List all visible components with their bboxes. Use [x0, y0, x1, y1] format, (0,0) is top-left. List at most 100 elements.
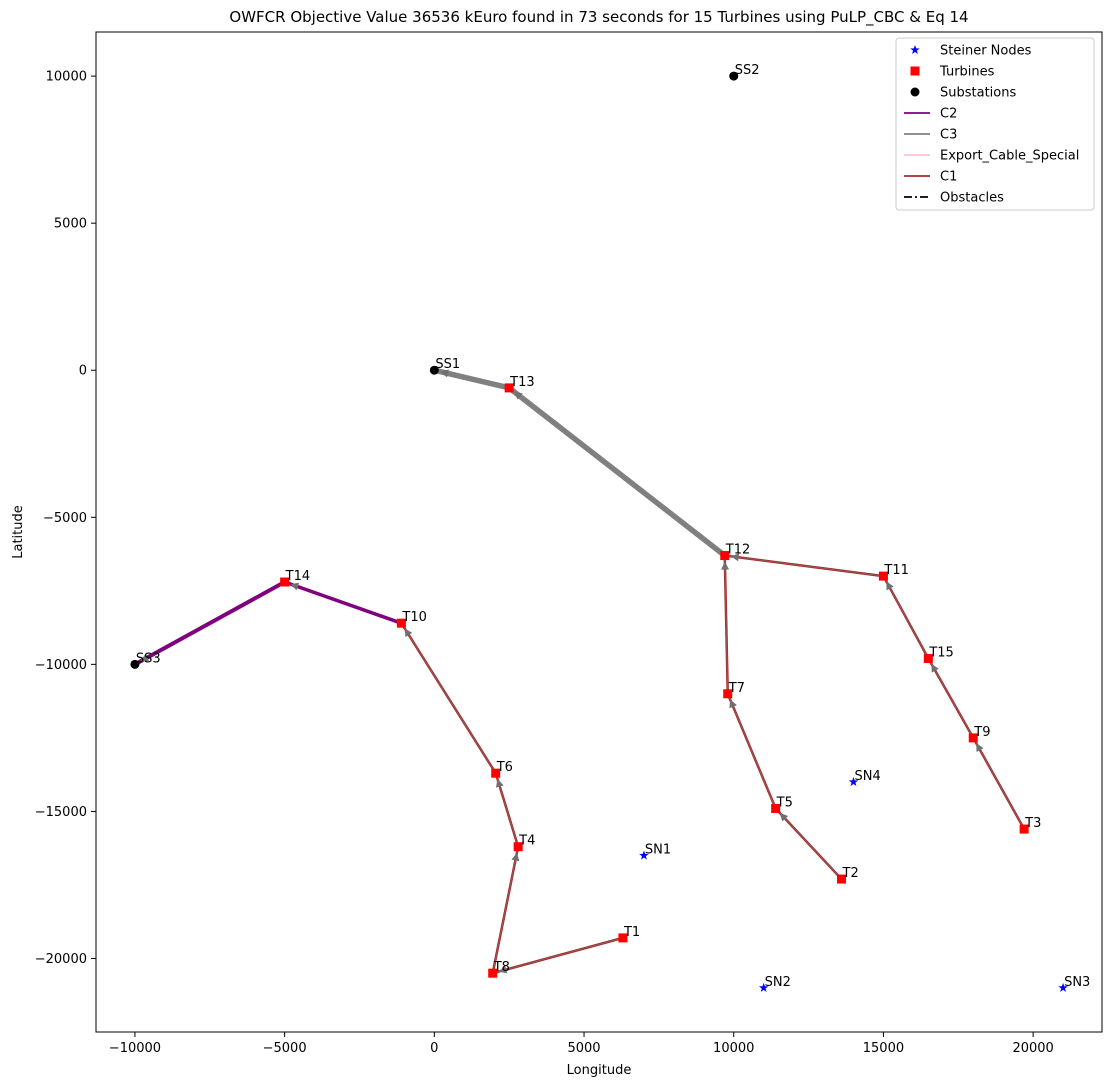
y-axis-label: Latitude [11, 505, 26, 559]
x-tick-label: 5000 [567, 1041, 600, 1056]
chart-title: OWFCR Objective Value 36536 kEuro found … [229, 8, 968, 27]
cable-arrow-8 [721, 561, 730, 570]
point-label-ss2: SS2 [735, 63, 760, 78]
legend-substations-icon [910, 87, 920, 97]
y-tick-label: 10000 [46, 70, 87, 85]
turbine-marker-t11 [878, 571, 888, 581]
point-label-ss3: SS3 [136, 651, 161, 666]
cable-arrow-14 [440, 369, 449, 378]
point-label-t14: T14 [285, 569, 310, 584]
point-label-t13: T13 [509, 375, 534, 390]
turbine-marker-t1 [618, 933, 628, 943]
cable-arrow-3 [404, 628, 413, 638]
turbine-marker-t9 [968, 733, 978, 743]
cable-arrow-11 [886, 581, 894, 591]
x-tick-label: 20000 [1012, 1041, 1053, 1056]
y-tick-label: 5000 [54, 217, 87, 232]
point-label-t10: T10 [401, 610, 426, 625]
cable-t10-t14 [282, 580, 404, 625]
point-label-sn2: SN2 [765, 975, 791, 990]
turbine-marker-t3 [1019, 824, 1029, 834]
cable-t12-t13 [506, 385, 728, 559]
x-axis-ticks: −10000 −5000 0 5000 10000 15000 20000 [109, 1032, 1054, 1056]
point-label-ss1: SS1 [435, 357, 460, 372]
substation-marker-ss3 [130, 659, 140, 669]
point-label-t12: T12 [725, 543, 750, 558]
cable-arrow-2 [495, 778, 504, 788]
legend-box [895, 37, 1095, 211]
cable-overlay-3 [400, 622, 497, 774]
cable-arrow-1 [511, 852, 520, 862]
point-label-t15: T15 [928, 645, 953, 660]
cable-arrow-7 [729, 699, 737, 709]
point-label-t5: T5 [776, 795, 793, 810]
point-label-sn3: SN3 [1064, 975, 1090, 990]
cable-overlay-13 [509, 388, 725, 556]
substation-marker-ss1 [429, 365, 439, 375]
x-tick-label: 15000 [863, 1041, 904, 1056]
cable-overlay-12 [724, 555, 884, 577]
cable-overlay-4 [285, 582, 402, 623]
cable-arrow-12 [730, 553, 740, 562]
cable-arrow-4 [290, 582, 300, 591]
point-labels-layer: T1 T2 T3 T4 T5 T6 T7 T8 T9 T10 T11 T12 T13 T14 T15 SS1 S… [136, 63, 1090, 990]
point-label-t2: T2 [842, 866, 859, 881]
legend-turbines-icon [910, 66, 920, 76]
y-axis-ticks: −20000 −15000 −10000 −5000 0 5000 10000 [35, 70, 96, 967]
cable-arrow-10 [931, 663, 939, 673]
turbine-marker-t15 [923, 653, 933, 663]
point-label-t11: T11 [883, 563, 908, 578]
cable-overlay-6 [775, 808, 842, 880]
point-label-t4: T4 [518, 834, 535, 849]
turbine-marker-t14 [280, 577, 290, 587]
cable-arrow-13 [513, 391, 523, 400]
cable-overlay-10 [927, 658, 974, 739]
x-tick-label: 0 [430, 1041, 438, 1056]
cable-overlay-11 [882, 575, 929, 659]
legend: Steiner Nodes Turbines Substations C2 C3 Expo… [895, 37, 1095, 211]
cable-overlay-7 [727, 693, 777, 809]
legend-c1-label: C1 [940, 170, 957, 185]
y-tick-label: −20000 [35, 952, 87, 967]
turbine-marker-t4 [513, 842, 523, 852]
cable-overlay-9 [972, 737, 1025, 830]
point-label-t3: T3 [1024, 816, 1041, 831]
cable-overlay-0 [492, 937, 624, 974]
x-tick-label: −10000 [109, 1041, 161, 1056]
cables-layer [132, 367, 1026, 975]
turbine-marker-t7 [723, 689, 733, 699]
x-axis-label: Longitude [567, 1063, 632, 1078]
y-tick-label: 0 [79, 364, 87, 379]
point-label-t7: T7 [728, 681, 745, 696]
point-label-t1: T1 [623, 925, 640, 940]
cable-t14-ss3 [132, 580, 287, 667]
y-tick-label: −5000 [43, 511, 87, 526]
point-label-t8: T8 [493, 960, 510, 975]
turbine-marker-t13 [504, 383, 514, 393]
cable-overlay-8 [724, 555, 729, 694]
y-tick-label: −10000 [35, 658, 87, 673]
markers-layer [130, 71, 1068, 992]
point-label-sn1: SN1 [645, 843, 671, 858]
legend-export-cable-special-label: Export_Cable_Special [940, 149, 1079, 164]
turbine-marker-t2 [837, 874, 847, 884]
turbine-marker-t8 [488, 968, 498, 978]
turbine-marker-t5 [771, 803, 781, 813]
legend-c3-label: C3 [940, 128, 957, 143]
substation-marker-ss2 [729, 71, 739, 81]
cable-overlay-1 [492, 846, 519, 974]
legend-substations-label: Substations [940, 86, 1016, 101]
x-tick-label: −5000 [263, 1041, 307, 1056]
turbine-marker-t10 [396, 618, 406, 628]
cable-arrow-5 [140, 654, 150, 662]
cable-arrow-9 [976, 743, 984, 753]
cable-arrow-6 [779, 812, 789, 822]
legend-turbines-label: Turbines [939, 65, 995, 80]
legend-obstacles-label: Obstacles [940, 191, 1004, 206]
cable-arrow-0 [498, 965, 508, 974]
point-label-t9: T9 [973, 725, 990, 740]
legend-steiner-label: Steiner Nodes [940, 44, 1032, 59]
y-tick-label: −15000 [35, 805, 87, 820]
legend-c2-label: C2 [940, 107, 957, 122]
